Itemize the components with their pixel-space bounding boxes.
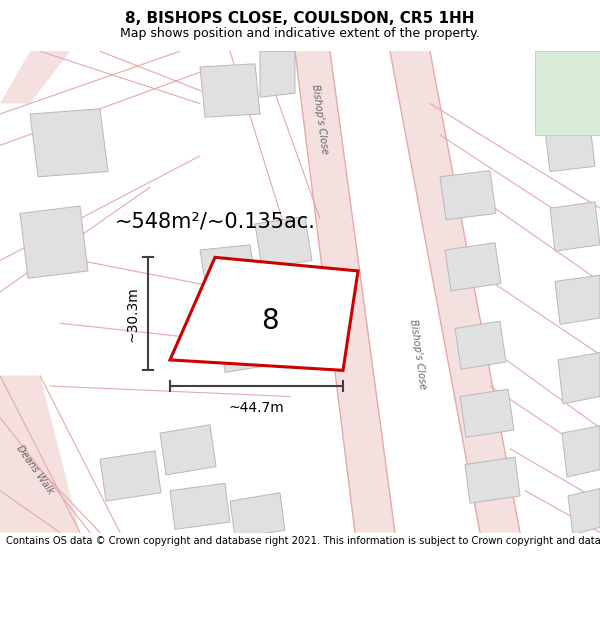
- Polygon shape: [550, 202, 600, 251]
- Polygon shape: [545, 124, 595, 171]
- Polygon shape: [200, 245, 256, 287]
- Polygon shape: [160, 425, 216, 475]
- Text: Map shows position and indicative extent of the property.: Map shows position and indicative extent…: [120, 27, 480, 40]
- Text: Contains OS data © Crown copyright and database right 2021. This information is : Contains OS data © Crown copyright and d…: [6, 536, 600, 546]
- Text: ~44.7m: ~44.7m: [229, 401, 284, 414]
- Polygon shape: [230, 492, 285, 538]
- Polygon shape: [20, 206, 88, 278]
- Polygon shape: [455, 321, 506, 369]
- Text: Bishop's Close: Bishop's Close: [310, 84, 330, 155]
- Polygon shape: [200, 64, 260, 117]
- Text: 8, BISHOPS CLOSE, COULSDON, CR5 1HH: 8, BISHOPS CLOSE, COULSDON, CR5 1HH: [125, 11, 475, 26]
- Polygon shape: [220, 326, 270, 372]
- Polygon shape: [260, 51, 295, 98]
- Polygon shape: [445, 242, 501, 291]
- Text: Bishop's Close: Bishop's Close: [408, 319, 428, 390]
- Polygon shape: [562, 426, 600, 477]
- Polygon shape: [255, 216, 312, 268]
- Polygon shape: [170, 258, 358, 371]
- Text: 8: 8: [261, 307, 279, 335]
- Polygon shape: [568, 489, 600, 534]
- Polygon shape: [558, 352, 600, 404]
- Polygon shape: [460, 389, 514, 438]
- Polygon shape: [0, 376, 80, 532]
- Polygon shape: [440, 171, 496, 219]
- Polygon shape: [295, 51, 395, 532]
- Text: ~548m²/~0.135ac.: ~548m²/~0.135ac.: [115, 212, 316, 232]
- Polygon shape: [535, 51, 600, 135]
- Polygon shape: [270, 311, 320, 354]
- Polygon shape: [390, 51, 520, 532]
- Polygon shape: [170, 483, 230, 529]
- Text: ~30.3m: ~30.3m: [126, 286, 140, 342]
- Text: Deans Walk: Deans Walk: [14, 443, 56, 496]
- Polygon shape: [100, 451, 161, 501]
- Polygon shape: [0, 51, 70, 104]
- Polygon shape: [30, 109, 108, 177]
- Polygon shape: [465, 457, 520, 503]
- Polygon shape: [555, 275, 600, 324]
